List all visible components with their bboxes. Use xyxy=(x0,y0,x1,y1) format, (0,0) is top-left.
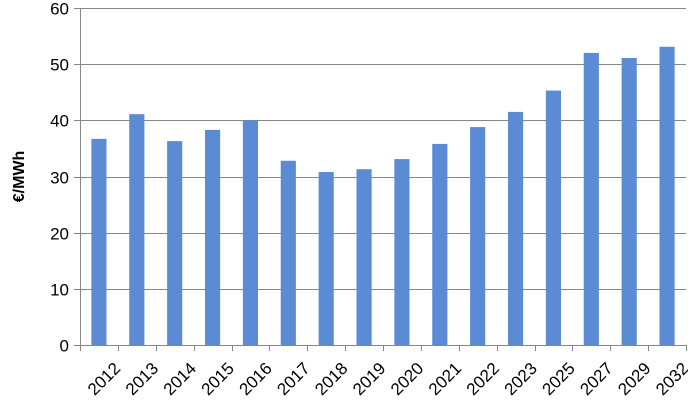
bar xyxy=(356,169,372,345)
y-tick-label: 10 xyxy=(50,281,69,300)
x-tick-label: 2013 xyxy=(122,359,162,399)
x-tick-labels: 2012201320142015201620172018201920202021… xyxy=(84,359,688,399)
x-tick-label: 2015 xyxy=(198,359,238,399)
x-tick-label: 2012 xyxy=(84,359,124,399)
bar xyxy=(507,111,524,346)
x-tick-label: 2023 xyxy=(501,359,541,399)
x-tick-label: 2016 xyxy=(236,359,276,399)
x-tick-label: 2019 xyxy=(349,359,389,399)
bar xyxy=(91,138,107,345)
x-tick-label: 2021 xyxy=(425,359,465,399)
y-tick-label: 60 xyxy=(50,0,69,19)
y-tick-label: 30 xyxy=(50,169,69,188)
bar xyxy=(280,160,296,345)
bar xyxy=(394,159,410,345)
bar xyxy=(204,129,221,345)
bar xyxy=(432,143,448,345)
y-tick-label: 20 xyxy=(50,225,69,244)
x-tick-label: 2018 xyxy=(311,359,351,399)
y-tick-labels: 0 10 20 30 40 50 60 xyxy=(50,0,69,356)
bars xyxy=(91,46,675,346)
x-tick-label: 2017 xyxy=(273,359,313,399)
y-tick-label: 50 xyxy=(50,56,69,75)
x-tick-label: 2020 xyxy=(387,359,427,399)
bar xyxy=(659,46,675,345)
bar xyxy=(470,127,486,345)
bar xyxy=(242,120,259,345)
y-tick-label: 40 xyxy=(50,112,69,131)
axes xyxy=(74,8,687,351)
bar xyxy=(545,90,562,345)
bar xyxy=(318,172,334,345)
x-tick-label: 2025 xyxy=(539,359,579,399)
bar xyxy=(621,57,637,345)
x-tick-label: 2029 xyxy=(614,359,654,399)
bar xyxy=(167,141,183,345)
bar xyxy=(129,114,145,345)
x-tick-label: 2027 xyxy=(576,359,616,399)
y-tick-label: 0 xyxy=(60,337,69,356)
x-tick-label: 2022 xyxy=(463,359,503,399)
bar xyxy=(583,52,599,345)
x-tick-label: 2032 xyxy=(652,359,688,399)
y-axis-title: €/MWh xyxy=(11,151,28,203)
x-tick-label: 2014 xyxy=(160,359,200,399)
